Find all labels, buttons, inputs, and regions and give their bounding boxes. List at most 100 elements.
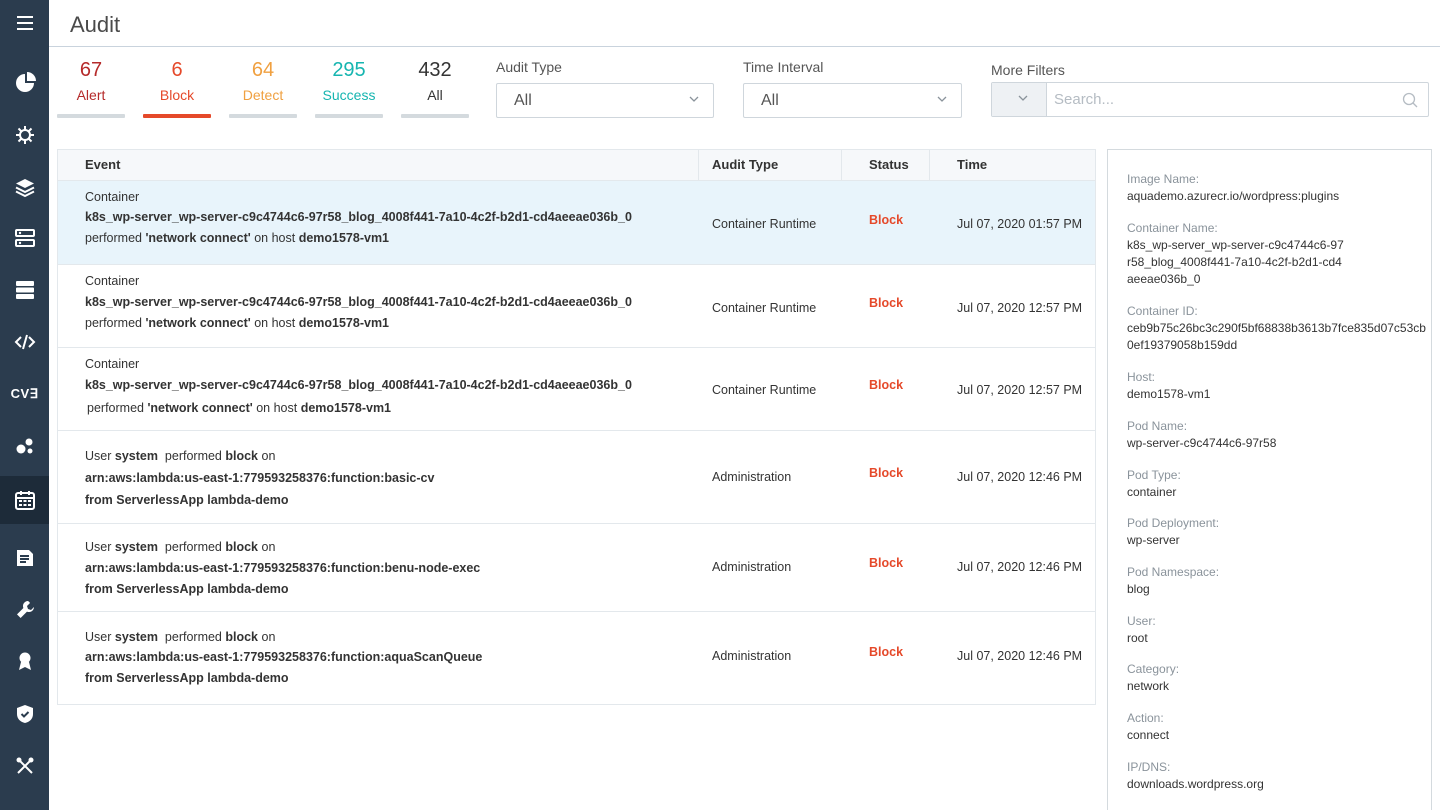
page-title: Audit bbox=[70, 12, 121, 37]
event-line-1: User system performed block on bbox=[85, 630, 276, 644]
time-cell: Jul 07, 2020 12:57 PM bbox=[957, 301, 1083, 315]
event-container-name: k8s_wp-server_wp-server-c9c4744c6-97r58_… bbox=[85, 378, 632, 392]
time-cell: Jul 07, 2020 12:46 PM bbox=[957, 560, 1083, 574]
column-header-audit-type[interactable]: Audit Type bbox=[712, 157, 779, 172]
stat-label: Detect bbox=[242, 87, 284, 103]
report-icon[interactable] bbox=[0, 538, 49, 578]
table-row[interactable]: User system performed block on arn:aws:l… bbox=[58, 612, 1095, 704]
search-input[interactable] bbox=[1054, 83, 1384, 116]
detail-host: Host: demo1578-vm1 bbox=[1127, 370, 1211, 401]
event-line-1: User system performed block on bbox=[85, 449, 276, 463]
bug-icon[interactable] bbox=[0, 115, 49, 155]
filter-field-dropdown[interactable] bbox=[992, 83, 1047, 116]
audit-type-cell: Administration bbox=[712, 470, 792, 484]
table-row[interactable]: Container k8s_wp-server_wp-server-c9c474… bbox=[58, 348, 1095, 431]
event-line-1: User system performed block on bbox=[85, 540, 276, 554]
detail-user: User: root bbox=[1127, 614, 1156, 645]
menu-icon[interactable] bbox=[0, 3, 49, 43]
stat-label: Block bbox=[159, 87, 195, 103]
detail-pod-namespace: Pod Namespace: blog bbox=[1127, 565, 1220, 596]
event-line-1: Container bbox=[85, 190, 140, 204]
code-icon[interactable] bbox=[0, 322, 49, 362]
stat-label: Success bbox=[322, 87, 376, 103]
column-header-event[interactable]: Event bbox=[85, 157, 121, 172]
audit-table: Event Audit Type Status Time Container k… bbox=[57, 149, 1096, 705]
chevron-down-icon bbox=[1018, 95, 1028, 101]
servers-icon[interactable] bbox=[0, 270, 49, 310]
layers-icon[interactable] bbox=[0, 167, 49, 207]
cve-icon[interactable]: CV∃ bbox=[10, 386, 39, 401]
event-line-1: Container bbox=[85, 357, 140, 371]
audit-type-value: All bbox=[514, 92, 532, 109]
event-resource: arn:aws:lambda:us-east-1:779593258376:fu… bbox=[85, 650, 483, 664]
event-line-3: performed 'network connect' on host demo… bbox=[85, 231, 390, 245]
stat-count: 295 bbox=[332, 59, 366, 81]
event-line-3: performed 'network connect' on host demo… bbox=[87, 401, 392, 415]
event-line-3: from ServerlessApp lambda-demo bbox=[85, 582, 289, 596]
table-row[interactable]: Container k8s_wp-server_wp-server-c9c474… bbox=[58, 265, 1095, 348]
table-row[interactable]: User system performed block on arn:aws:l… bbox=[58, 431, 1095, 524]
more-filters-label: More Filters bbox=[991, 62, 1065, 78]
search-icon[interactable] bbox=[1402, 92, 1418, 108]
event-detail-panel: Image Name: aquademo.azurecr.io/wordpres… bbox=[1107, 149, 1432, 810]
column-header-time[interactable]: Time bbox=[957, 157, 988, 172]
stat-count: 6 bbox=[171, 59, 183, 81]
audit-type-cell: Container Runtime bbox=[712, 383, 817, 397]
stat-tab-block[interactable]: 6 Block bbox=[143, 58, 211, 118]
time-interval-select[interactable]: All bbox=[743, 83, 962, 118]
stat-tab-success[interactable]: 295 Success bbox=[315, 58, 383, 118]
table-row[interactable]: Container k8s_wp-server_wp-server-c9c474… bbox=[58, 181, 1095, 265]
status-badge: Block bbox=[869, 296, 904, 310]
column-divider bbox=[698, 150, 699, 181]
stat-underline bbox=[401, 114, 469, 118]
stat-underline bbox=[229, 114, 297, 118]
time-interval-value: All bbox=[761, 92, 779, 109]
header-divider bbox=[49, 46, 1440, 47]
detail-container-id: Container ID: ceb9b75c26bc3c290f5bf68838… bbox=[1127, 304, 1426, 352]
stat-underline bbox=[57, 114, 125, 118]
column-divider bbox=[929, 150, 930, 181]
chevron-down-icon bbox=[689, 96, 699, 102]
status-badge: Block bbox=[869, 378, 904, 392]
tools-icon[interactable] bbox=[0, 746, 49, 786]
stat-underline bbox=[315, 114, 383, 118]
status-badge: Block bbox=[869, 645, 904, 659]
search-box bbox=[991, 82, 1429, 117]
event-line-3: from ServerlessApp lambda-demo bbox=[85, 671, 289, 685]
calendar-icon[interactable] bbox=[0, 476, 49, 524]
column-header-status[interactable]: Status bbox=[869, 157, 909, 172]
stat-tab-alert[interactable]: 67 Alert bbox=[57, 58, 125, 118]
time-interval-label: Time Interval bbox=[743, 59, 824, 75]
detail-category: Category: network bbox=[1127, 662, 1180, 693]
stat-tab-detect[interactable]: 64 Detect bbox=[229, 58, 297, 118]
table-row[interactable]: User system performed block on arn:aws:l… bbox=[58, 524, 1095, 612]
event-resource: arn:aws:lambda:us-east-1:779593258376:fu… bbox=[85, 561, 481, 575]
shield-icon[interactable] bbox=[0, 694, 49, 734]
audit-type-cell: Container Runtime bbox=[712, 301, 817, 315]
time-cell: Jul 07, 2020 12:57 PM bbox=[957, 383, 1083, 397]
audit-type-cell: Administration bbox=[712, 560, 792, 574]
dashboard-icon[interactable] bbox=[0, 63, 49, 103]
detail-pod-type: Pod Type: container bbox=[1127, 468, 1181, 499]
event-line-3: performed 'network connect' on host demo… bbox=[85, 316, 390, 330]
audit-type-label: Audit Type bbox=[496, 59, 562, 75]
wrench-icon[interactable] bbox=[0, 590, 49, 630]
table-header: Event Audit Type Status Time bbox=[58, 150, 1095, 181]
stat-count: 432 bbox=[418, 59, 452, 81]
stat-tab-all[interactable]: 432 All bbox=[401, 58, 469, 118]
audit-type-cell: Container Runtime bbox=[712, 217, 817, 231]
time-cell: Jul 07, 2020 12:46 PM bbox=[957, 649, 1083, 663]
sidebar: CV∃ bbox=[0, 0, 49, 810]
network-icon[interactable] bbox=[0, 426, 49, 466]
audit-type-select[interactable]: All bbox=[496, 83, 714, 118]
detail-pod-deployment: Pod Deployment: wp-server bbox=[1127, 516, 1220, 547]
time-cell: Jul 07, 2020 01:57 PM bbox=[957, 217, 1083, 231]
stat-label: All bbox=[427, 87, 443, 103]
event-line-1: Container bbox=[85, 274, 140, 288]
column-divider bbox=[841, 150, 842, 181]
workloads-icon[interactable] bbox=[0, 218, 49, 258]
status-badge: Block bbox=[869, 466, 904, 480]
event-container-name: k8s_wp-server_wp-server-c9c4744c6-97r58_… bbox=[85, 295, 632, 309]
status-badge: Block bbox=[869, 556, 904, 570]
badge-icon[interactable] bbox=[0, 641, 49, 681]
